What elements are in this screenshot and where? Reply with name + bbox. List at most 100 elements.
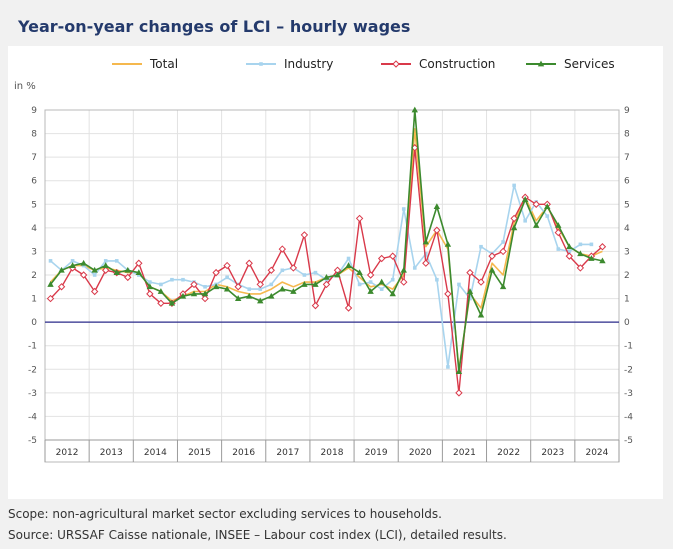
- y-tick-label-left: 4: [31, 224, 37, 234]
- legend-marker: [392, 60, 400, 68]
- data-point: [599, 257, 606, 264]
- data-point: [356, 269, 363, 276]
- data-point: [488, 252, 496, 260]
- data-point: [488, 266, 496, 273]
- data-point: [168, 299, 176, 306]
- data-point: [521, 196, 529, 202]
- data-point: [588, 255, 595, 261]
- legend-item-construction[interactable]: Construction: [381, 57, 495, 71]
- series-industry: [48, 183, 594, 369]
- data-point: [124, 273, 132, 282]
- y-tick-label-left: 2: [31, 271, 37, 281]
- chart-title: Year-on-year changes of LCI – hourly wag…: [18, 17, 411, 36]
- x-tick-label: 2014: [144, 448, 167, 458]
- data-point: [510, 224, 518, 231]
- data-point: [401, 207, 406, 211]
- data-point: [523, 218, 527, 223]
- legend-label: Industry: [284, 57, 333, 71]
- data-point: [379, 287, 384, 291]
- y-tick-label-right: 1: [624, 295, 630, 305]
- data-point: [378, 278, 385, 285]
- data-point: [357, 282, 362, 287]
- y-tick-label-left: 9: [31, 106, 37, 116]
- data-point: [48, 259, 53, 263]
- data-point: [367, 288, 374, 294]
- legend-marker: [259, 62, 263, 66]
- x-axis: 2012 2013 2014 2015 2016 2017 2018 2019 2020 2021…: [44, 439, 620, 462]
- data-point: [246, 292, 253, 299]
- data-point: [501, 240, 505, 244]
- data-point: [159, 282, 163, 287]
- data-point: [499, 283, 507, 290]
- x-tick-label: 2012: [56, 448, 79, 458]
- data-point: [245, 259, 253, 267]
- data-point: [532, 200, 540, 208]
- data-point: [135, 269, 143, 276]
- y-tick-label-right: -5: [624, 436, 633, 446]
- x-tick-label: 2015: [188, 448, 211, 458]
- y-tick-label-left: 8: [31, 130, 37, 140]
- data-point: [223, 285, 231, 292]
- data-point: [366, 271, 375, 279]
- legend-marker: [537, 60, 545, 67]
- y-tick-label-right: 7: [624, 153, 630, 163]
- data-point: [301, 281, 308, 287]
- data-point: [576, 264, 585, 272]
- data-point: [433, 226, 441, 234]
- data-point: [135, 259, 143, 267]
- y-tick-label-right: 8: [624, 130, 630, 140]
- data-point: [479, 244, 483, 249]
- y-tick-label-left: 6: [31, 177, 37, 187]
- y-tick-label-right: 4: [624, 224, 630, 234]
- data-point: [157, 288, 165, 294]
- y-tick-labels: -5 -5 -4 -4 -3 -3 -2 -2 -1 -1 0 0 1 1 2 2 3 3 4 4 5 5 6 6 7 7 8 8 9 9: [28, 106, 633, 446]
- data-point: [433, 203, 441, 210]
- data-point: [113, 269, 120, 276]
- data-point: [477, 311, 485, 318]
- data-point: [57, 283, 66, 291]
- data-point: [234, 295, 242, 301]
- data-point: [510, 214, 518, 223]
- data-point: [311, 301, 320, 310]
- data-point: [312, 281, 319, 287]
- data-point: [457, 282, 461, 287]
- plot-frame: [44, 109, 620, 463]
- y-tick-label-left: -2: [28, 365, 37, 375]
- x-tick-label: 2021: [453, 448, 476, 458]
- data-point: [269, 282, 274, 287]
- legend-item-industry[interactable]: Industry: [246, 57, 333, 71]
- data-point: [79, 271, 88, 279]
- legend-item-services[interactable]: Services: [526, 57, 615, 71]
- data-point: [578, 242, 583, 247]
- data-point: [334, 271, 341, 278]
- x-tick-label: 2019: [365, 448, 388, 458]
- data-point: [533, 222, 540, 228]
- x-tick-label: 2024: [585, 448, 608, 458]
- x-tick-label: 2020: [409, 448, 432, 458]
- data-point: [102, 266, 110, 274]
- data-point: [446, 365, 450, 369]
- chart-panel: Total Industry Construction Services in % -…: [8, 46, 663, 499]
- y-tick-label-left: -5: [28, 436, 37, 446]
- legend-item-total[interactable]: Total: [112, 57, 178, 71]
- y-tick-label-right: -4: [624, 412, 633, 422]
- data-point: [201, 290, 209, 297]
- y-tick-label-left: -1: [28, 342, 37, 352]
- y-tick-label-right: 0: [624, 318, 630, 328]
- data-point: [90, 287, 99, 296]
- data-point: [499, 247, 507, 256]
- data-point: [466, 288, 474, 294]
- y-tick-label-right: -1: [624, 342, 633, 352]
- footer-scope: Scope: non-agricultural market sector ex…: [8, 507, 442, 521]
- data-point: [124, 266, 131, 273]
- y-tick-label-left: 5: [31, 200, 37, 210]
- data-point: [247, 287, 252, 291]
- data-point: [280, 268, 285, 273]
- y-tick-label-left: -3: [28, 389, 37, 399]
- data-point: [279, 285, 286, 292]
- y-tick-label-left: 0: [31, 318, 37, 328]
- data-point: [577, 250, 584, 257]
- data-point: [290, 288, 297, 294]
- data-point: [468, 296, 472, 301]
- data-point: [257, 297, 264, 304]
